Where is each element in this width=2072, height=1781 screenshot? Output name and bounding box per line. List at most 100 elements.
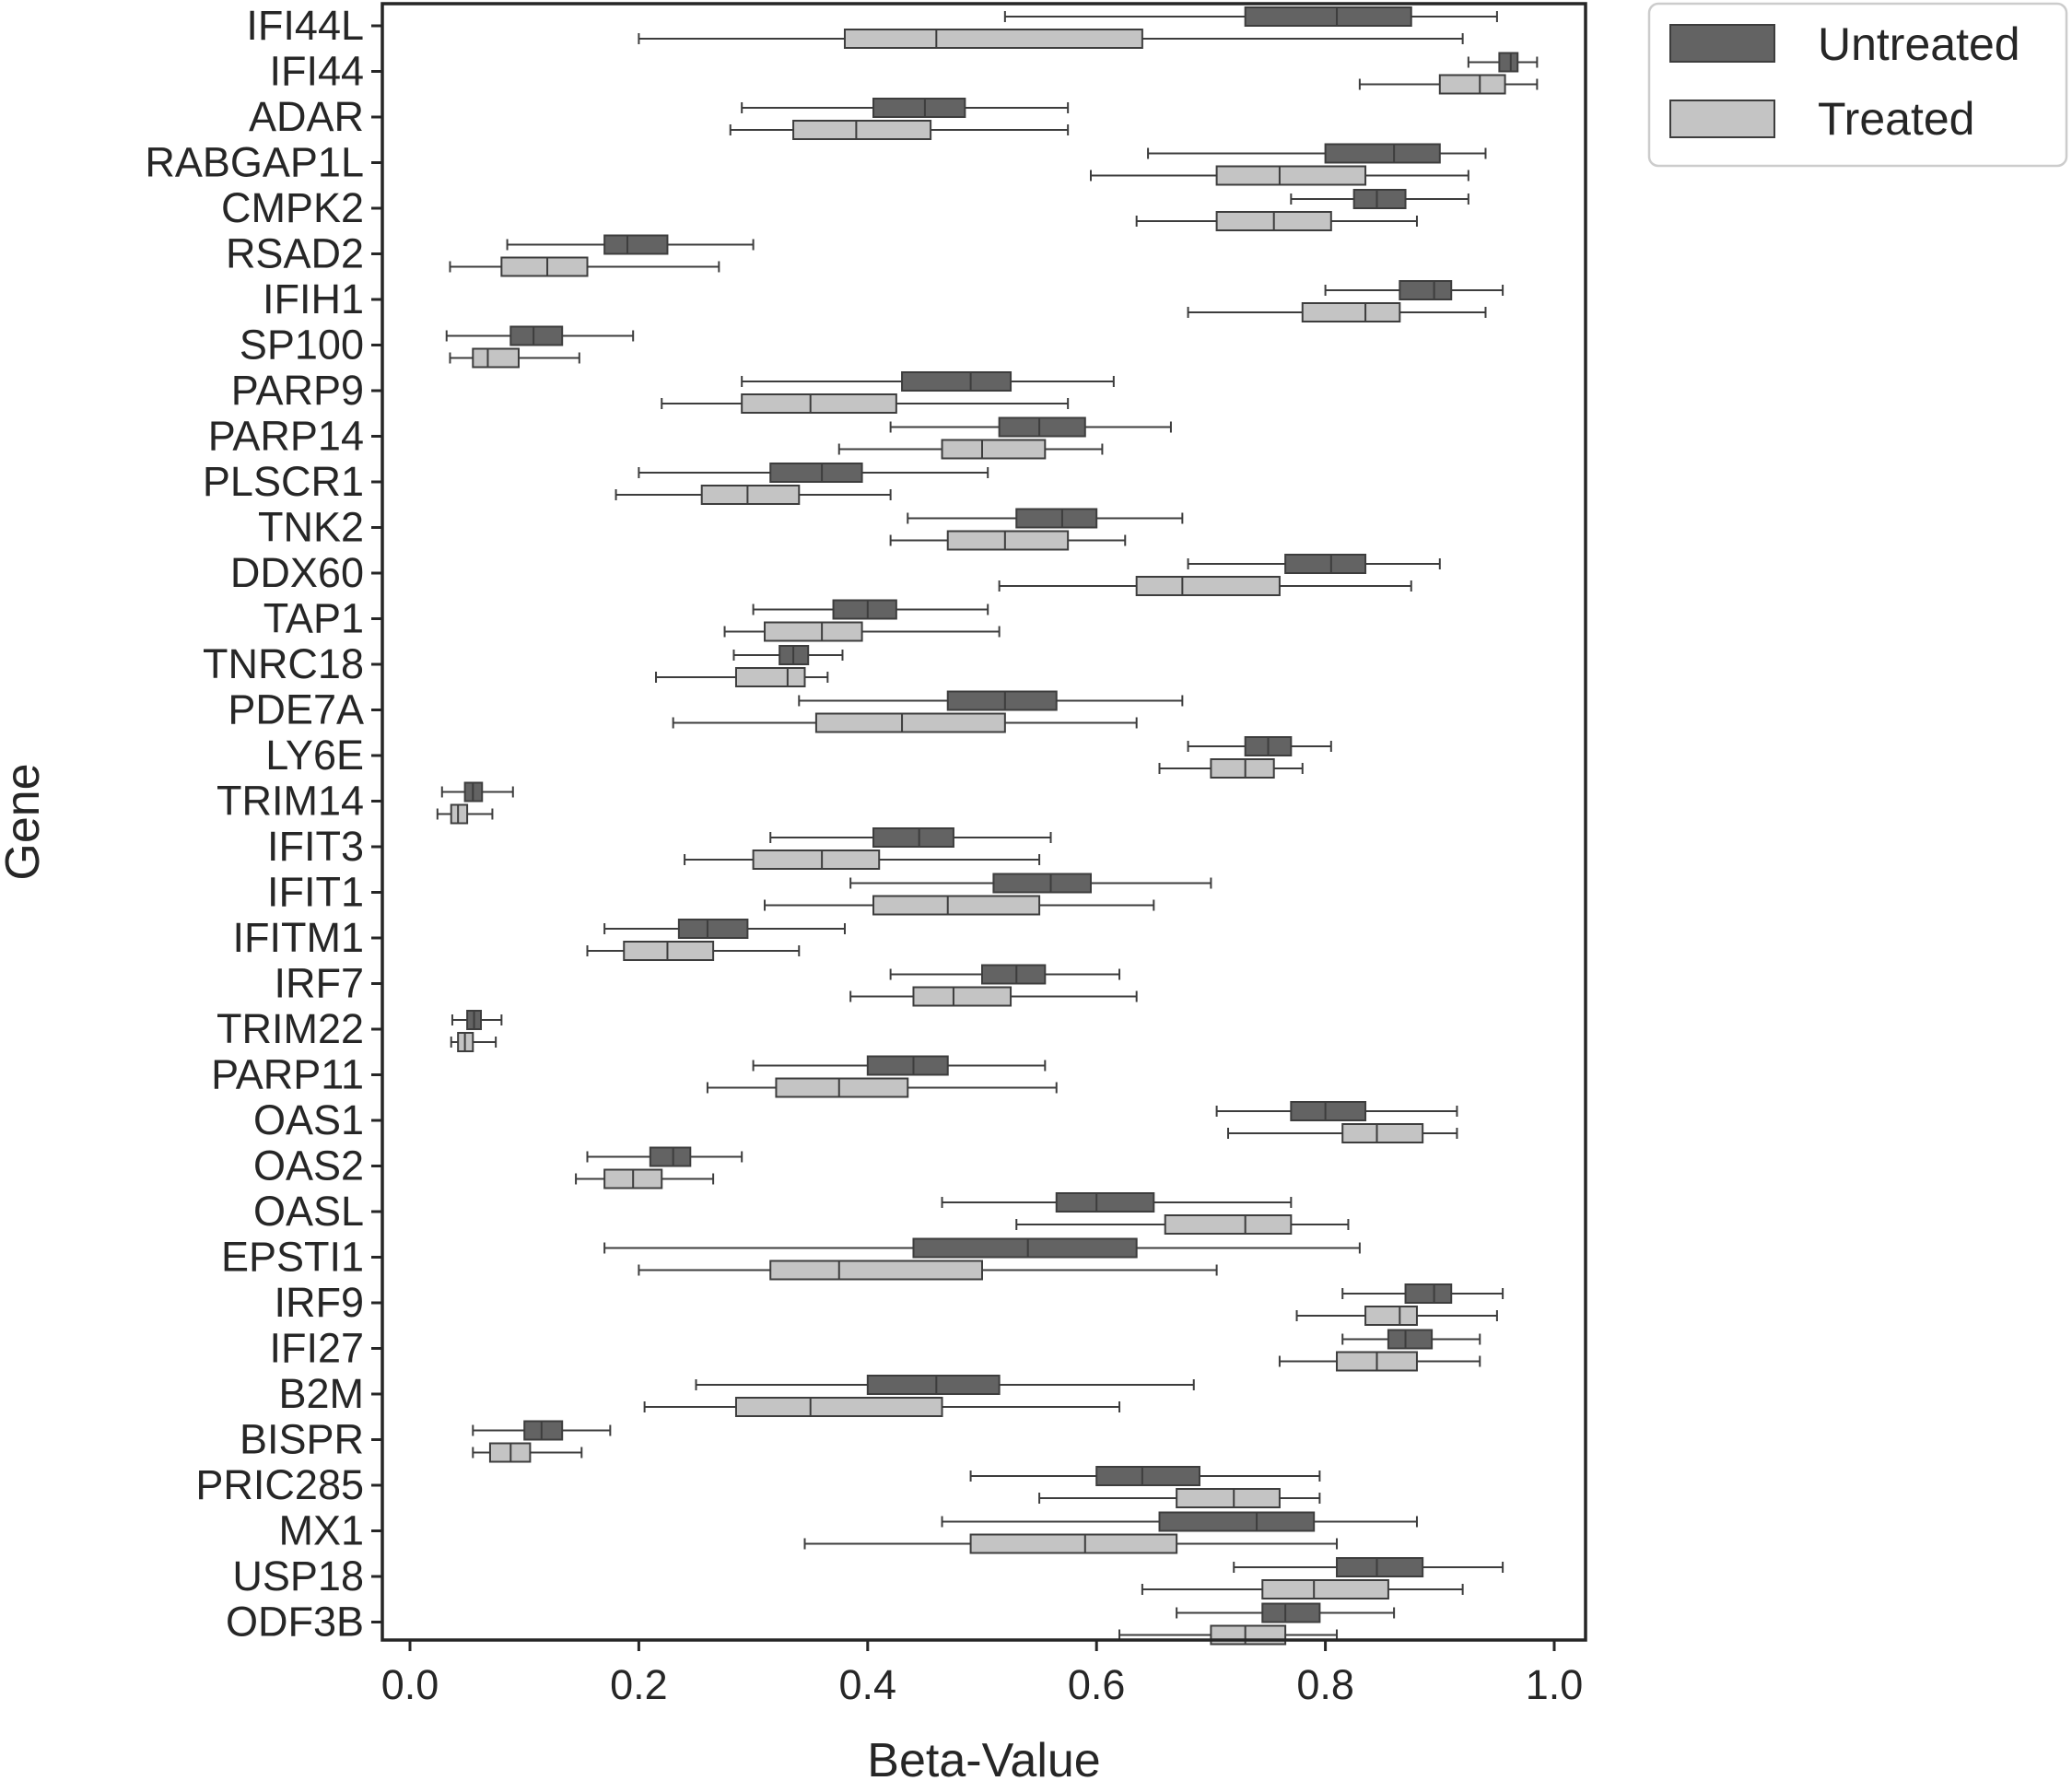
box-tnk2-untreated xyxy=(907,508,1184,529)
box-bispr-untreated xyxy=(472,1420,612,1441)
iqr-box-ifi44l-untreated xyxy=(1244,6,1412,27)
box-parp11-treated xyxy=(706,1077,1058,1098)
box-tnrc18-treated xyxy=(655,667,829,687)
iqr-box-parp9-treated xyxy=(741,393,897,414)
box-adar-untreated xyxy=(741,98,1070,118)
y-tick-label-mx1: MX1 xyxy=(278,1507,364,1554)
x-tick-label-5: 1.0 xyxy=(1526,1661,1584,1708)
box-oasl-untreated xyxy=(941,1192,1293,1213)
box-oas1-treated xyxy=(1227,1123,1458,1143)
iqr-box-ifit3-untreated xyxy=(872,827,954,848)
iqr-box-oasl-untreated xyxy=(1055,1192,1155,1213)
box-ifi27-untreated xyxy=(1341,1329,1481,1350)
y-tick-label-parp14: PARP14 xyxy=(208,413,364,460)
box-odf3b-untreated xyxy=(1176,1602,1396,1623)
legend-swatch-treated xyxy=(1669,100,1775,138)
y-tick-label-b2m: B2M xyxy=(278,1370,364,1417)
iqr-box-pric285-untreated xyxy=(1095,1466,1200,1486)
box-pde7a-untreated xyxy=(798,690,1184,711)
box-plscr1-treated xyxy=(615,485,892,505)
box-rabgap1l-untreated xyxy=(1147,143,1487,164)
y-tick-label-tap1: TAP1 xyxy=(263,595,364,642)
y-tick-label-oasl: OASL xyxy=(253,1188,364,1235)
iqr-box-parp14-treated xyxy=(941,439,1047,460)
iqr-box-oasl-treated xyxy=(1164,1214,1293,1235)
box-epsti1-untreated xyxy=(603,1237,1361,1259)
box-irf9-untreated xyxy=(1341,1283,1504,1304)
iqr-box-oas1-treated xyxy=(1341,1123,1424,1143)
iqr-box-odf3b-untreated xyxy=(1261,1602,1321,1623)
y-tick-label-tnrc18: TNRC18 xyxy=(203,640,364,687)
y-axis-label: Gene xyxy=(0,763,50,880)
y-tick-label-bispr: BISPR xyxy=(240,1416,364,1463)
box-ifih1-treated xyxy=(1187,302,1487,322)
y-tick-label-oas1: OAS1 xyxy=(253,1096,364,1143)
y-tick-label-ifih1: IFIH1 xyxy=(263,275,364,322)
x-tick-label-1: 0.2 xyxy=(610,1661,668,1708)
box-oas2-untreated xyxy=(586,1146,743,1167)
iqr-box-mx1-untreated xyxy=(1158,1511,1316,1532)
box-pde7a-treated xyxy=(672,712,1138,733)
y-tick-label-cmpk2: CMPK2 xyxy=(221,184,364,231)
y-tick-label-adar: ADAR xyxy=(249,93,364,140)
box-ifit3-treated xyxy=(684,849,1041,870)
x-axis-label: Beta-Value xyxy=(867,1734,1100,1781)
y-tick-label-ly6e: LY6E xyxy=(265,732,364,779)
iqr-box-ifit3-treated xyxy=(752,849,881,870)
box-parp11-untreated xyxy=(752,1055,1047,1076)
box-plscr1-untreated xyxy=(638,463,989,483)
box-oasl-treated xyxy=(1015,1214,1350,1235)
iqr-box-tnk2-treated xyxy=(946,530,1070,551)
tick-layer: IFI44LIFI44ADARRABGAP1LCMPK2RSAD2IFIH1SP… xyxy=(145,2,1583,1708)
box-ifi44-untreated xyxy=(1467,52,1539,73)
box-epsti1-treated xyxy=(638,1260,1218,1281)
legend-swatch-untreated xyxy=(1669,24,1775,63)
box-b2m-treated xyxy=(643,1397,1121,1417)
plot-frame xyxy=(380,2,1587,1642)
y-tick-label-sp100: SP100 xyxy=(240,322,364,369)
iqr-box-tnrc18-treated xyxy=(734,667,806,687)
iqr-box-ifitm1-untreated xyxy=(677,919,749,939)
box-rsad2-untreated xyxy=(506,234,755,255)
y-tick-label-ifi44l: IFI44L xyxy=(246,2,364,49)
iqr-box-pric285-treated xyxy=(1176,1488,1281,1508)
boxes-layer xyxy=(436,6,1539,1646)
iqr-box-ifi44-treated xyxy=(1438,74,1506,95)
iqr-box-plscr1-treated xyxy=(700,485,801,505)
x-tick-label-4: 0.8 xyxy=(1296,1661,1354,1708)
box-parp9-treated xyxy=(661,393,1070,414)
box-ifit3-untreated xyxy=(769,827,1052,848)
y-tick-label-trim14: TRIM14 xyxy=(217,778,364,825)
box-usp18-treated xyxy=(1141,1579,1464,1599)
box-trim22-untreated xyxy=(451,1010,503,1030)
box-parp9-untreated xyxy=(741,371,1115,392)
legend-label-untreated: Untreated xyxy=(1818,18,2020,70)
iqr-box-b2m-untreated xyxy=(866,1375,1001,1395)
iqr-box-pde7a-untreated xyxy=(946,690,1058,711)
iqr-box-ifih1-untreated xyxy=(1399,280,1453,300)
iqr-box-cmpk2-untreated xyxy=(1352,189,1407,209)
box-oas2-treated xyxy=(575,1168,715,1189)
y-tick-label-rabgap1l: RABGAP1L xyxy=(145,139,364,186)
y-tick-label-irf9: IRF9 xyxy=(274,1279,364,1326)
iqr-box-tap1-treated xyxy=(764,621,863,642)
iqr-box-ddx60-untreated xyxy=(1284,554,1367,574)
box-ddx60-treated xyxy=(998,576,1412,596)
box-b2m-untreated xyxy=(695,1375,1195,1395)
box-cmpk2-untreated xyxy=(1290,189,1469,209)
iqr-box-ifit1-untreated xyxy=(992,873,1092,894)
y-tick-label-tnk2: TNK2 xyxy=(258,504,364,551)
iqr-box-ifi27-untreated xyxy=(1387,1329,1434,1350)
y-tick-label-parp9: PARP9 xyxy=(231,367,364,414)
y-tick-label-ifitm1: IFITM1 xyxy=(233,914,365,961)
box-pric285-untreated xyxy=(969,1466,1321,1486)
iqr-box-ifih1-treated xyxy=(1301,302,1401,322)
y-tick-label-epsti1: EPSTI1 xyxy=(221,1234,364,1281)
iqr-box-rsad2-treated xyxy=(500,256,589,277)
y-tick-label-pric285: PRIC285 xyxy=(195,1461,364,1508)
y-tick-label-ifi27: IFI27 xyxy=(269,1325,364,1372)
iqr-box-parp11-treated xyxy=(775,1077,909,1098)
iqr-box-mx1-treated xyxy=(969,1533,1178,1554)
y-tick-label-ifi44: IFI44 xyxy=(269,48,364,95)
